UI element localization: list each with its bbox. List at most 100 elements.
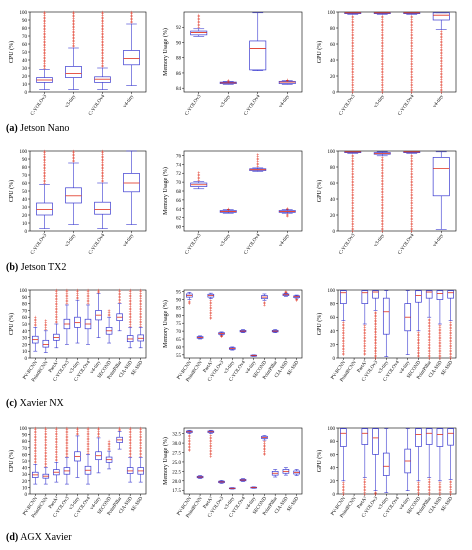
outlier-point: + [256, 160, 259, 165]
outlier-point: + [440, 53, 443, 58]
outlier-point: + [263, 439, 266, 444]
y-tick-label: 20 [330, 214, 336, 219]
outlier-point: + [381, 23, 384, 28]
outlier-point: + [381, 177, 384, 182]
y-tick-label: 65 [176, 338, 182, 343]
y-tick-label: 17.5 [172, 489, 181, 494]
outlier-point: + [101, 157, 104, 162]
outlier-point: + [342, 331, 345, 336]
outlier-point: + [129, 297, 132, 302]
y-tick-label: 50 [22, 190, 28, 195]
outlier-point: + [65, 288, 68, 293]
outlier-point: + [65, 433, 68, 438]
outlier-point: + [55, 317, 58, 322]
outlier-point: + [139, 296, 142, 301]
outlier-point: + [381, 47, 384, 52]
outlier-point: + [97, 427, 100, 432]
outlier-point: + [449, 338, 452, 343]
outlier-point: + [410, 39, 413, 44]
y-tick-label: 40 [22, 467, 28, 472]
outlier-point: + [43, 61, 46, 66]
outlier-point: + [440, 67, 443, 72]
outlier-point: + [410, 209, 413, 214]
outlier-point: + [86, 445, 89, 450]
outlier-point: + [410, 188, 413, 193]
caption-tag-b: (b) [6, 262, 19, 273]
box-4: +++++++++ [63, 288, 71, 345]
outlier-point: + [449, 331, 452, 336]
outlier-point: + [129, 438, 132, 443]
y-tick-label: 0 [333, 91, 336, 96]
outlier-point: + [428, 341, 431, 346]
outlier-point: + [101, 152, 104, 157]
outlier-point: + [43, 18, 46, 23]
outlier-point: + [65, 430, 68, 435]
outlier-point: + [342, 488, 345, 493]
outlier-point: + [417, 354, 420, 359]
outlier-point: + [129, 301, 132, 306]
outlier-point: + [139, 429, 142, 434]
outlier-point: + [34, 433, 37, 438]
outlier-point: + [44, 464, 47, 469]
outlier-point: + [410, 88, 413, 93]
outlier-point: + [263, 301, 266, 306]
outlier-point: + [410, 60, 413, 65]
outlier-point: + [101, 153, 104, 158]
outlier-point: + [65, 436, 68, 441]
outlier-point: + [449, 329, 452, 334]
outlier-point: + [374, 340, 377, 345]
y-tick-label: 90 [22, 434, 28, 439]
outlier-point: + [351, 47, 354, 52]
x-tick-label: v3-tiny [374, 233, 387, 248]
outlier-point: + [55, 440, 58, 445]
outlier-point: + [342, 350, 345, 355]
outlier-point: + [381, 70, 384, 75]
iqr-box [425, 290, 433, 299]
outlier-point: + [139, 435, 142, 440]
x-tick-label: SE-SSD [287, 496, 301, 513]
outlier-point: + [374, 354, 377, 359]
outlier-point: + [381, 224, 384, 229]
outlier-point: + [263, 444, 266, 449]
outlier-point: + [374, 492, 377, 497]
x-tick-label: C-YOLOv3 [30, 94, 48, 117]
outlier-point: + [101, 30, 104, 35]
box-7 [250, 354, 258, 357]
outlier-point: + [101, 165, 104, 170]
outlier-point: + [363, 485, 366, 490]
outlier-point: + [410, 195, 413, 200]
outlier-point: + [410, 164, 413, 169]
outlier-point: + [65, 438, 68, 443]
box-8: ++++++ [105, 439, 113, 470]
y-tick-label: 70 [176, 330, 182, 335]
outlier-point: + [342, 490, 345, 495]
outlier-point: + [118, 297, 121, 302]
outlier-point: + [139, 304, 142, 309]
outlier-point: + [381, 182, 384, 187]
outlier-point: + [34, 323, 37, 328]
y-tick-label: 32.5 [172, 433, 181, 438]
outlier-point: + [43, 43, 46, 48]
outlier-point: + [118, 291, 121, 296]
outlier-point: + [381, 171, 384, 176]
outlier-point: + [428, 337, 431, 342]
outlier-point: + [44, 441, 47, 446]
outlier-point: + [43, 181, 46, 186]
iqr-box [382, 297, 390, 335]
outlier-point: + [188, 448, 191, 453]
outlier-point: + [428, 323, 431, 328]
outlier-point: + [256, 159, 259, 164]
outlier-point: + [43, 16, 46, 21]
outlier-point: + [351, 22, 354, 27]
outlier-point: + [129, 320, 132, 325]
outlier-point: + [101, 38, 104, 43]
outlier-point: + [351, 72, 354, 77]
outlier-point: + [188, 298, 191, 303]
y-tick-label: 95 [176, 291, 182, 296]
outlier-point: + [410, 180, 413, 185]
outlier-point: + [438, 325, 441, 330]
outlier-point: + [417, 340, 420, 345]
outlier-point: + [440, 70, 443, 75]
y-tick-label: 60 [22, 182, 28, 187]
